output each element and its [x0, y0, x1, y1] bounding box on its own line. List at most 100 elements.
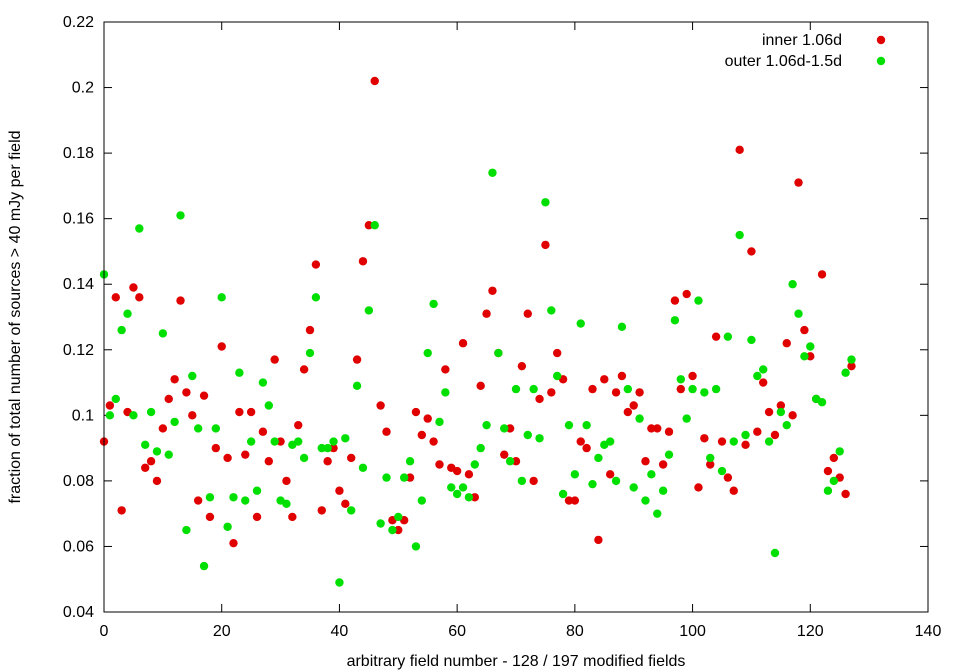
- data-point-inner: [764, 407, 774, 417]
- data-point-inner: [258, 427, 268, 436]
- data-point-outer: [294, 437, 303, 446]
- legend: inner 1.06d outer 1.06d-1.5d: [725, 32, 886, 70]
- data-point-inner: [264, 457, 273, 466]
- data-point-inner: [605, 470, 615, 479]
- data-point-inner: [735, 145, 744, 155]
- data-point-inner: [682, 289, 691, 299]
- data-point-outer: [317, 443, 326, 453]
- x-tick-label: 140: [915, 623, 942, 640]
- data-point-outer: [117, 325, 126, 335]
- data-point-outer: [305, 348, 315, 358]
- data-point-inner: [335, 486, 344, 495]
- data-point-inner: [435, 460, 444, 469]
- data-point-outer: [217, 293, 226, 302]
- legend-marker: [876, 56, 886, 66]
- y-tick-label: 0.18: [63, 145, 94, 162]
- data-point-outer: [399, 473, 409, 482]
- x-tick-label: 60: [448, 623, 466, 640]
- data-point-inner: [776, 401, 786, 410]
- data-point-inner: [847, 361, 856, 371]
- data-point-outer: [370, 221, 379, 230]
- data-point-inner: [323, 457, 332, 466]
- data-point-outer: [111, 394, 120, 404]
- data-point-inner: [305, 325, 315, 335]
- data-point-outer: [647, 470, 656, 479]
- data-point-inner: [405, 473, 415, 482]
- data-point-outer: [494, 348, 503, 358]
- data-point-outer: [847, 355, 856, 364]
- data-point-inner: [658, 460, 668, 469]
- data-point-outer: [605, 437, 615, 446]
- data-point-inner: [623, 407, 633, 417]
- data-point-outer: [352, 381, 362, 391]
- data-point-outer: [411, 542, 421, 551]
- data-point-outer: [529, 384, 538, 394]
- data-point-outer: [770, 548, 780, 558]
- data-point-inner: [141, 463, 150, 472]
- data-point-inner: [217, 342, 226, 351]
- data-point-outer: [211, 424, 221, 433]
- data-point-outer: [711, 384, 721, 394]
- data-point-outer: [394, 512, 403, 522]
- data-point-outer: [635, 414, 644, 423]
- data-point-inner: [135, 293, 144, 302]
- data-point-inner: [246, 407, 256, 417]
- y-tick-label: 0.06: [63, 538, 94, 555]
- data-point-inner: [741, 440, 750, 450]
- data-point-outer: [794, 309, 803, 318]
- data-point-outer: [452, 489, 462, 499]
- data-point-outer: [447, 483, 456, 492]
- data-point-inner: [676, 384, 685, 394]
- data-point-inner: [182, 388, 191, 397]
- data-point-outer: [823, 486, 833, 495]
- data-point-outer: [358, 463, 368, 472]
- data-point-outer: [682, 414, 691, 423]
- data-point-outer: [717, 466, 727, 476]
- data-point-outer: [500, 424, 509, 433]
- data-point-inner: [576, 437, 585, 446]
- data-point-inner: [641, 457, 650, 466]
- data-point-outer: [723, 332, 733, 341]
- data-point-outer: [435, 417, 444, 427]
- data-point-outer: [382, 473, 391, 482]
- data-point-inner: [753, 427, 762, 436]
- data-point-inner: [570, 496, 580, 505]
- data-point-outer: [629, 483, 638, 492]
- data-point-outer: [706, 453, 715, 463]
- data-point-outer: [364, 306, 374, 315]
- data-point-inner: [458, 339, 468, 348]
- data-point-inner: [717, 437, 727, 446]
- data-point-inner: [329, 443, 338, 453]
- data-point-inner: [382, 427, 391, 436]
- data-point-inner: [188, 411, 197, 420]
- data-point-inner: [541, 240, 550, 250]
- x-tick-label: 20: [213, 623, 231, 640]
- data-point-inner: [299, 365, 309, 374]
- data-point-outer: [759, 365, 768, 374]
- data-point-inner: [782, 339, 791, 348]
- x-tick-label: 80: [566, 623, 584, 640]
- data-point-outer: [229, 493, 238, 502]
- y-tick-label: 0.08: [63, 473, 94, 490]
- x-tick-label: 120: [797, 623, 824, 640]
- y-tick-label: 0.14: [63, 276, 94, 293]
- data-point-outer: [329, 437, 338, 446]
- data-point-inner: [423, 414, 432, 423]
- x-tick-label: 0: [100, 623, 109, 640]
- data-point-outer: [488, 168, 497, 177]
- data-point-inner: [417, 430, 427, 440]
- data-point-outer: [482, 420, 491, 430]
- data-point-outer: [258, 378, 268, 387]
- data-point-inner: [376, 401, 385, 410]
- data-point-inner: [829, 453, 839, 463]
- data-point-inner: [517, 361, 527, 371]
- y-tick-label: 0.1: [72, 407, 94, 424]
- data-point-inner: [223, 453, 232, 463]
- data-point-outer: [511, 384, 521, 394]
- data-point-inner: [588, 384, 597, 394]
- data-point-outer: [553, 371, 562, 381]
- data-point-outer: [470, 460, 479, 469]
- data-point-outer: [782, 420, 791, 430]
- data-point-outer: [700, 388, 709, 397]
